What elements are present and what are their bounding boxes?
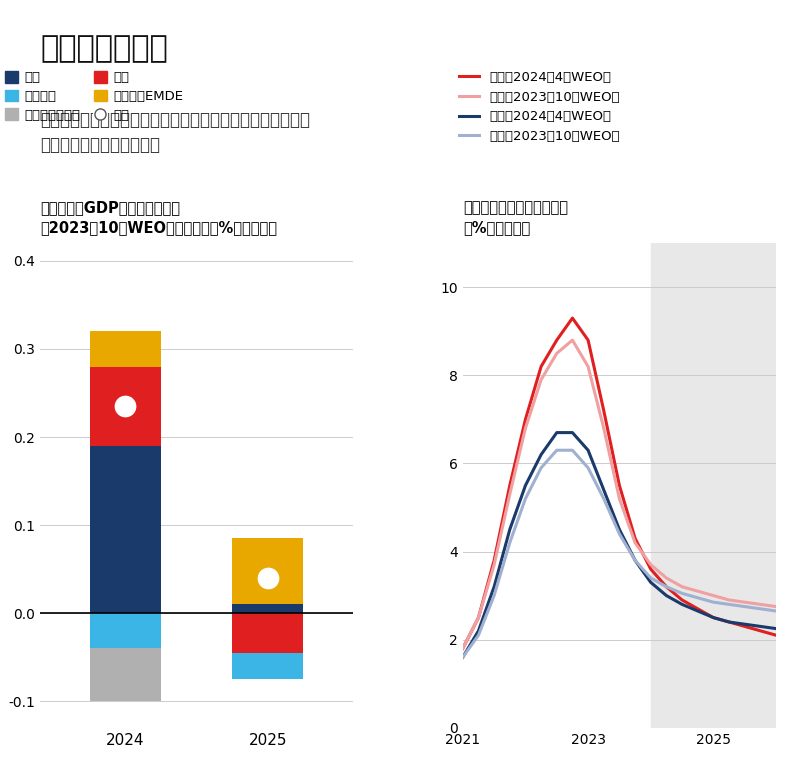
Bar: [90, 446, 161, 613]
Bar: [90, 331, 161, 367]
Bar: [90, 648, 161, 702]
Bar: [90, 367, 161, 446]
Text: 世界のインフレ率の中央値
（%、前年比）: 世界のインフレ率の中央値 （%、前年比）: [463, 200, 568, 235]
Legend: 総合（2024年4月WEO）, 総合（2023年10月WEO）, コア（2024年4月WEO）, コア（2023年10月WEO）: 総合（2024年4月WEO）, 総合（2023年10月WEO）, コア（2024…: [454, 66, 626, 148]
Bar: [232, 653, 303, 679]
Point: [262, 571, 274, 584]
Text: 世界の実質GDP成長率の改定幅
（2023年10月WEOからの改定、%ポイント）: 世界の実質GDP成長率の改定幅 （2023年10月WEOからの改定、%ポイント）: [40, 200, 277, 235]
Bar: [232, 613, 303, 653]
Legend: 米国, ユーロ圏, その他の先進国, 中国, その他のEMDE, 全体: 米国, ユーロ圏, その他の先進国, 中国, その他のEMDE, 全体: [0, 66, 189, 127]
Bar: [650, 244, 776, 728]
Text: 成長とインフレ: 成長とインフレ: [40, 34, 168, 63]
Bar: [232, 538, 303, 604]
Bar: [90, 613, 161, 648]
Bar: [232, 604, 303, 613]
Text: 成長率予測が上方改定される中、インフレ率は下方改定され
引き続き低下傾向にある。: 成長率予測が上方改定される中、インフレ率は下方改定され 引き続き低下傾向にある。: [40, 111, 310, 154]
Point: [119, 400, 132, 412]
